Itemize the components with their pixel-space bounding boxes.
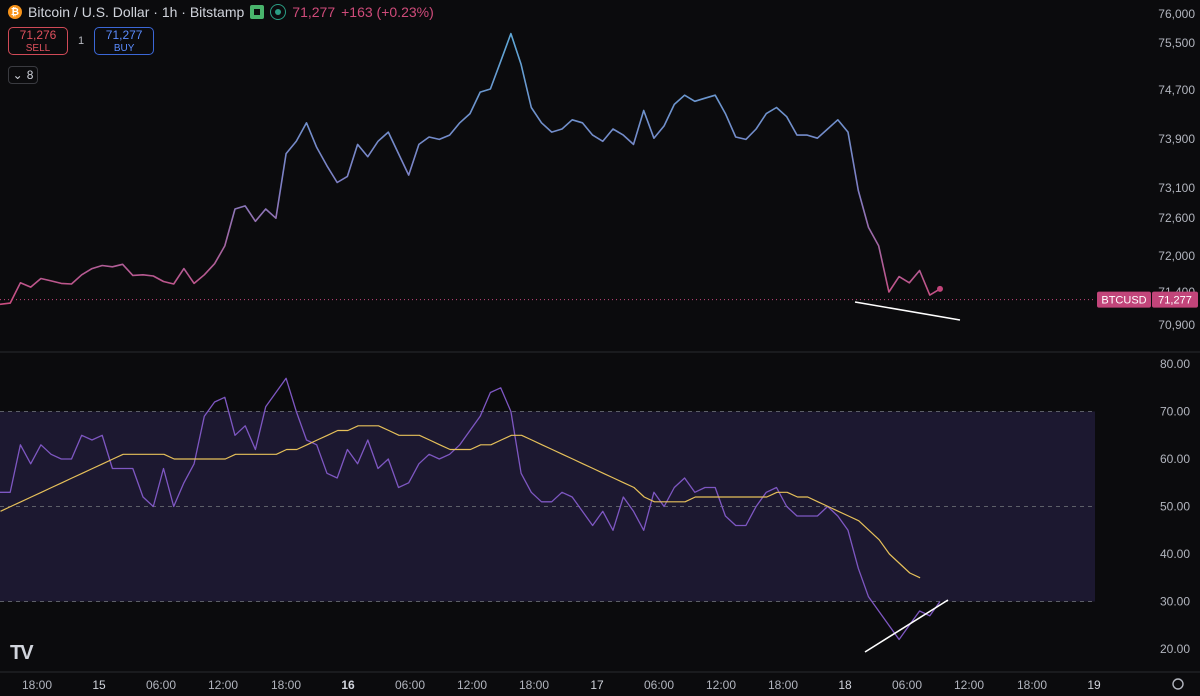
time-tick-label: 18:00 [1017, 678, 1047, 692]
time-tick-label: 19 [1087, 678, 1101, 692]
rsi-tick-label: 70.00 [1160, 405, 1190, 419]
time-tick-label: 18:00 [519, 678, 549, 692]
time-tick-label: 06:00 [395, 678, 425, 692]
time-tick-label: 12:00 [706, 678, 736, 692]
last-price-tag-value: 71,277 [1158, 295, 1192, 307]
rsi-trendline [864, 599, 949, 653]
indicators-toggle[interactable]: ⌄ 8 [8, 66, 38, 84]
tradingview-logo[interactable]: TV [10, 642, 34, 664]
symbol-price-tag [1097, 291, 1151, 308]
price-pane [0, 32, 1095, 321]
symbol-title[interactable]: Bitcoin / U.S. Dollar · 1h · Bitstamp [28, 4, 245, 20]
time-tick-label: 12:00 [208, 678, 238, 692]
price-change: +163 (+0.23%) [341, 4, 434, 20]
sell-button[interactable]: 71,276 SELL [8, 27, 68, 55]
rsi-ma-line [0, 425, 921, 579]
buy-button[interactable]: 71,277 BUY [94, 27, 155, 55]
time-tick-label: 18:00 [271, 678, 301, 692]
price-tick-label: 76,000 [1158, 7, 1195, 21]
time-tick-label: 06:00 [146, 678, 176, 692]
price-tick-label: 72,000 [1158, 249, 1195, 263]
rsi-line [0, 377, 941, 641]
rsi-pane [0, 377, 1095, 653]
time-tick-label: 18:00 [22, 678, 52, 692]
time-tick-label: 06:00 [892, 678, 922, 692]
indicator-count: 8 [26, 68, 34, 82]
buy-price: 71,277 [105, 28, 143, 42]
current-price: 71,277 [292, 4, 336, 20]
price-tick-label: 75,500 [1158, 36, 1195, 50]
time-tick-label: 15 [92, 678, 106, 692]
flag-icon[interactable] [250, 5, 265, 19]
time-tick-label: 12:00 [457, 678, 487, 692]
price-trendline [854, 301, 961, 321]
price-tick-label: 70,900 [1158, 318, 1195, 332]
quantity[interactable]: 1 [78, 35, 85, 47]
time-tick-label: 16 [341, 678, 355, 692]
rsi-tick-label: 20.00 [1160, 642, 1190, 656]
market-status-icon[interactable] [270, 4, 287, 20]
price-tick-label: 74,700 [1158, 83, 1195, 97]
rsi-tick-label: 40.00 [1160, 547, 1190, 561]
time-tick-label: 17 [590, 678, 604, 692]
rsi-tick-label: 80.00 [1160, 357, 1190, 371]
price-tick-label: 73,100 [1158, 181, 1195, 195]
axes: 76,000 75,500 74,700 73,900 73,100 72,600 72,0… [0, 7, 1200, 692]
last-price-dot [937, 285, 943, 292]
time-tick-label: 18 [838, 678, 852, 692]
chevron-down-icon: ⌄ [12, 68, 23, 82]
symbol-header: ₿ Bitcoin / U.S. Dollar · 1h · Bitstamp … [8, 4, 434, 20]
price-tick-label: 72,600 [1158, 211, 1195, 225]
trade-panel: 71,276 SELL 1 71,277 BUY [8, 27, 155, 55]
rsi-tick-label: 50.00 [1160, 500, 1190, 514]
buy-label: BUY [113, 43, 135, 54]
time-tick-label: 18:00 [768, 678, 798, 692]
symbol-price-tag-label: BTCUSD [1101, 295, 1146, 307]
sell-price: 71,276 [19, 28, 57, 42]
price-tick-label: 73,900 [1158, 132, 1195, 146]
bitcoin-icon: ₿ [8, 5, 22, 19]
last-price-tag [1152, 291, 1198, 308]
rsi-tick-label: 60.00 [1160, 452, 1190, 466]
price-line [0, 32, 941, 306]
sell-label: SELL [25, 43, 51, 54]
rsi-tick-label: 30.00 [1160, 595, 1190, 609]
settings-gear-icon[interactable] [1172, 678, 1184, 690]
time-tick-label: 12:00 [954, 678, 984, 692]
time-tick-label: 06:00 [644, 678, 674, 692]
